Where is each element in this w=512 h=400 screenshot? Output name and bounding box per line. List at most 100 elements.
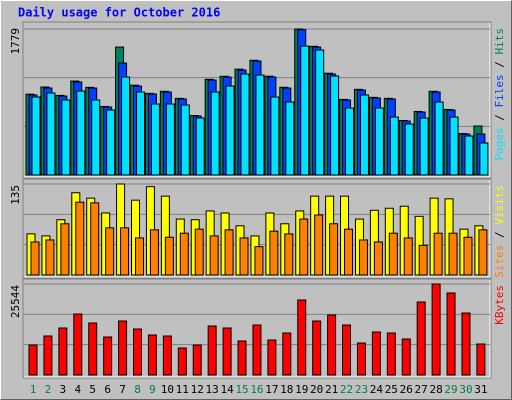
- bar: [60, 223, 70, 276]
- x-tick-label: 18: [280, 383, 293, 396]
- y-tick-label: 25544: [9, 285, 22, 318]
- bar: [240, 73, 250, 176]
- bar: [358, 239, 368, 276]
- bar: [147, 334, 157, 376]
- bar: [133, 328, 143, 376]
- legend-entry: Visits: [493, 185, 506, 225]
- bar: [431, 283, 441, 376]
- bar: [162, 335, 172, 376]
- bar: [91, 99, 101, 176]
- bar: [76, 90, 86, 176]
- bar: [75, 201, 85, 276]
- bar: [165, 103, 175, 176]
- bar: [479, 142, 489, 176]
- bar: [118, 320, 128, 376]
- bar: [401, 338, 411, 376]
- bar: [374, 107, 384, 176]
- x-tick-label: 31: [474, 383, 487, 396]
- legend-entry: Pages: [493, 127, 506, 160]
- bar: [224, 229, 234, 276]
- bar: [43, 335, 53, 376]
- bar: [194, 228, 204, 276]
- bar: [476, 343, 486, 376]
- bar: [419, 117, 429, 176]
- x-tick-label: 13: [206, 383, 219, 396]
- x-tick-label: 1: [30, 383, 37, 396]
- x-tick-label: 27: [415, 383, 428, 396]
- bar: [239, 237, 249, 276]
- x-tick-label: 19: [295, 383, 308, 396]
- x-tick-label: 23: [355, 383, 368, 396]
- bar: [403, 237, 413, 276]
- x-tick-label: 2: [45, 383, 52, 396]
- bar: [342, 324, 352, 376]
- bar: [207, 325, 217, 376]
- bar: [461, 312, 471, 376]
- bar: [314, 214, 324, 276]
- bar: [389, 116, 399, 176]
- bar: [164, 236, 174, 276]
- x-tick-label: 8: [134, 383, 141, 396]
- bar: [177, 347, 187, 376]
- bar: [329, 223, 339, 276]
- bar: [270, 96, 280, 176]
- bar: [386, 332, 396, 376]
- bar: [284, 233, 294, 276]
- bar: [150, 103, 160, 176]
- bar: [120, 227, 130, 276]
- bar: [345, 107, 355, 176]
- bar: [103, 336, 113, 376]
- bar: [312, 320, 322, 376]
- bar: [179, 232, 189, 276]
- bar: [121, 76, 131, 176]
- x-tick-label: 25: [385, 383, 398, 396]
- bar: [31, 96, 41, 176]
- bar: [330, 75, 340, 176]
- bar: [58, 327, 68, 376]
- bar: [356, 342, 366, 376]
- legend: KBytes: [493, 285, 506, 325]
- legend-separator: /: [493, 108, 506, 128]
- bar: [30, 241, 40, 276]
- bar: [463, 236, 473, 276]
- x-tick-label: 7: [119, 383, 126, 396]
- bar: [210, 91, 220, 176]
- bar: [209, 235, 219, 276]
- x-tick-label: 30: [459, 383, 472, 396]
- bar: [315, 49, 325, 176]
- bar: [222, 327, 232, 376]
- x-tick-label: 15: [235, 383, 248, 396]
- bar: [388, 232, 398, 276]
- x-tick-label: 10: [161, 383, 174, 396]
- legend: Pages / Files / Hits: [493, 28, 506, 161]
- bar: [371, 331, 381, 376]
- y-tick-label: 135: [9, 185, 22, 205]
- bar: [225, 85, 235, 176]
- bar: [269, 230, 279, 276]
- legend-separator: /: [493, 225, 506, 245]
- bar: [449, 116, 459, 176]
- bar: [282, 332, 292, 376]
- bar: [135, 237, 145, 276]
- bar: [106, 109, 116, 176]
- bar: [344, 228, 354, 276]
- legend-entry: Sites: [493, 245, 506, 278]
- x-tick-label: 5: [89, 383, 96, 396]
- bar: [285, 101, 295, 176]
- x-tick-label: 12: [191, 383, 204, 396]
- bar: [416, 301, 426, 376]
- bar: [297, 299, 307, 376]
- bar: [434, 101, 444, 176]
- bar: [254, 246, 264, 276]
- legend-separator: /: [493, 55, 506, 75]
- bar: [359, 94, 369, 176]
- x-tick-label: 22: [340, 383, 353, 396]
- x-tick-label: 21: [325, 383, 338, 396]
- bar: [252, 324, 262, 376]
- x-tick-label: 26: [400, 383, 413, 396]
- bar: [404, 123, 414, 176]
- legend-entry: Files: [493, 74, 506, 107]
- y-tick-label: 1779: [9, 28, 22, 55]
- bar: [73, 313, 83, 376]
